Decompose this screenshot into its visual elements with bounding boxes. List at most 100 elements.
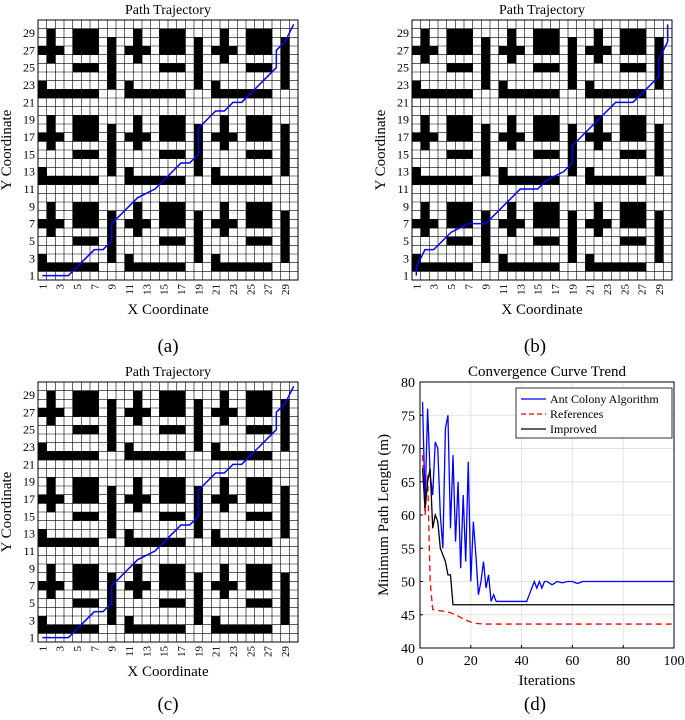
obstacle-cell <box>533 150 543 159</box>
obstacle-cell <box>81 581 91 591</box>
obstacle-cell <box>280 607 290 617</box>
y-tick-label: 29 <box>23 26 35 40</box>
plot-frame <box>37 19 299 281</box>
obstacle-cell <box>90 150 99 159</box>
obstacle-cell <box>498 89 508 99</box>
obstacle-cell <box>107 72 117 81</box>
obstacle-cell <box>237 624 247 634</box>
obstacle-cell <box>533 37 543 47</box>
obstacle-cell <box>246 572 255 582</box>
obstacle-cell <box>168 89 177 99</box>
obstacle-cell <box>237 176 247 185</box>
obstacle-cell <box>620 176 629 185</box>
y-tick-label: 50 <box>401 576 415 591</box>
obstacle-cell <box>464 63 473 73</box>
y-tick-label: 9 <box>403 199 409 213</box>
obstacle-cell <box>455 89 465 99</box>
x-tick-label: 21 <box>585 284 597 295</box>
obstacle-cell <box>46 624 56 634</box>
obstacle-cell <box>611 89 621 99</box>
y-axis-label: Y Coordinate <box>373 109 389 190</box>
obstacle-cell <box>168 63 177 73</box>
obstacle-cell <box>280 590 290 599</box>
y-tick-label: 23 <box>23 440 35 454</box>
obstacle-cell <box>246 494 255 504</box>
obstacle-cell <box>280 494 290 504</box>
obstacle-cell <box>280 245 290 255</box>
obstacle-cell <box>263 390 273 400</box>
obstacle-cell <box>263 538 273 547</box>
obstacle-cell <box>168 538 177 547</box>
x-tick-label: 15 <box>159 284 171 296</box>
obstacle-cell <box>620 46 629 55</box>
obstacle-cell <box>246 399 255 409</box>
obstacle-cell <box>637 28 647 38</box>
obstacle-cell <box>90 63 99 73</box>
obstacle-cell <box>254 399 264 409</box>
obstacle-cell <box>446 46 456 55</box>
obstacle-cell <box>46 451 56 461</box>
obstacle-cell <box>150 176 160 185</box>
obstacle-cell <box>64 176 73 185</box>
obstacle-cell <box>620 150 629 159</box>
obstacle-cell <box>133 451 143 461</box>
obstacle-cell <box>133 564 143 573</box>
y-tick-label: 65 <box>401 476 415 491</box>
x-tick-label: 7 <box>463 284 475 290</box>
obstacle-cell <box>280 512 290 521</box>
obstacle-cell <box>246 28 255 38</box>
x-axis-label: X Coordinate <box>127 664 209 680</box>
obstacle-cell <box>168 390 177 400</box>
x-tick-label: 17 <box>176 646 188 658</box>
obstacle-cell <box>124 624 134 634</box>
x-tick-label: 1 <box>37 646 49 652</box>
obstacle-cell <box>550 63 560 73</box>
obstacle-cell <box>628 28 638 38</box>
obstacle-cell <box>168 598 177 608</box>
x-tick-label: 5 <box>72 284 84 290</box>
obstacle-cell <box>280 167 290 177</box>
obstacle-cell <box>159 598 169 608</box>
x-axis-label: Iterations <box>519 673 576 689</box>
obstacle-cell <box>516 132 525 142</box>
y-tick-label: 3 <box>403 251 409 265</box>
obstacle-cell <box>507 28 517 38</box>
obstacle-cell <box>594 219 603 229</box>
obstacle-cell <box>263 581 273 591</box>
obstacle-cell <box>507 141 517 151</box>
obstacle-cell <box>55 262 65 272</box>
obstacle-cell <box>38 132 47 142</box>
obstacle-cell <box>159 37 169 47</box>
obstacle-cell <box>446 150 456 159</box>
obstacle-cell <box>550 219 560 229</box>
obstacle-cell <box>168 477 177 487</box>
obstacle-cell <box>168 399 177 409</box>
obstacle-cell <box>38 254 47 263</box>
obstacle-cell <box>81 564 91 573</box>
obstacle-cell <box>628 262 638 272</box>
obstacle-cell <box>159 564 169 573</box>
x-tick-label: 5 <box>446 284 458 290</box>
obstacle-cell <box>637 219 647 229</box>
obstacle-cell <box>90 219 99 229</box>
obstacle-cell <box>107 245 117 255</box>
x-tick-label: 3 <box>429 284 441 290</box>
y-tick-label: 25 <box>23 423 35 437</box>
obstacle-cell <box>498 46 508 55</box>
obstacle-cell <box>246 219 255 229</box>
obstacle-cell <box>280 219 290 229</box>
obstacle-cell <box>107 529 117 539</box>
obstacle-cell <box>620 210 629 220</box>
obstacle-cell <box>263 494 273 504</box>
obstacle-cell <box>246 176 255 185</box>
obstacle-cell <box>455 210 465 220</box>
obstacle-cell <box>550 28 560 38</box>
obstacle-cell <box>72 89 82 99</box>
y-tick-label: 21 <box>23 457 35 471</box>
obstacle-cell <box>81 46 91 55</box>
obstacle-cell <box>81 494 91 504</box>
obstacle-cell <box>38 408 47 417</box>
obstacle-cell <box>516 89 525 99</box>
obstacle-cell <box>446 210 456 220</box>
obstacle-cell <box>220 477 229 487</box>
